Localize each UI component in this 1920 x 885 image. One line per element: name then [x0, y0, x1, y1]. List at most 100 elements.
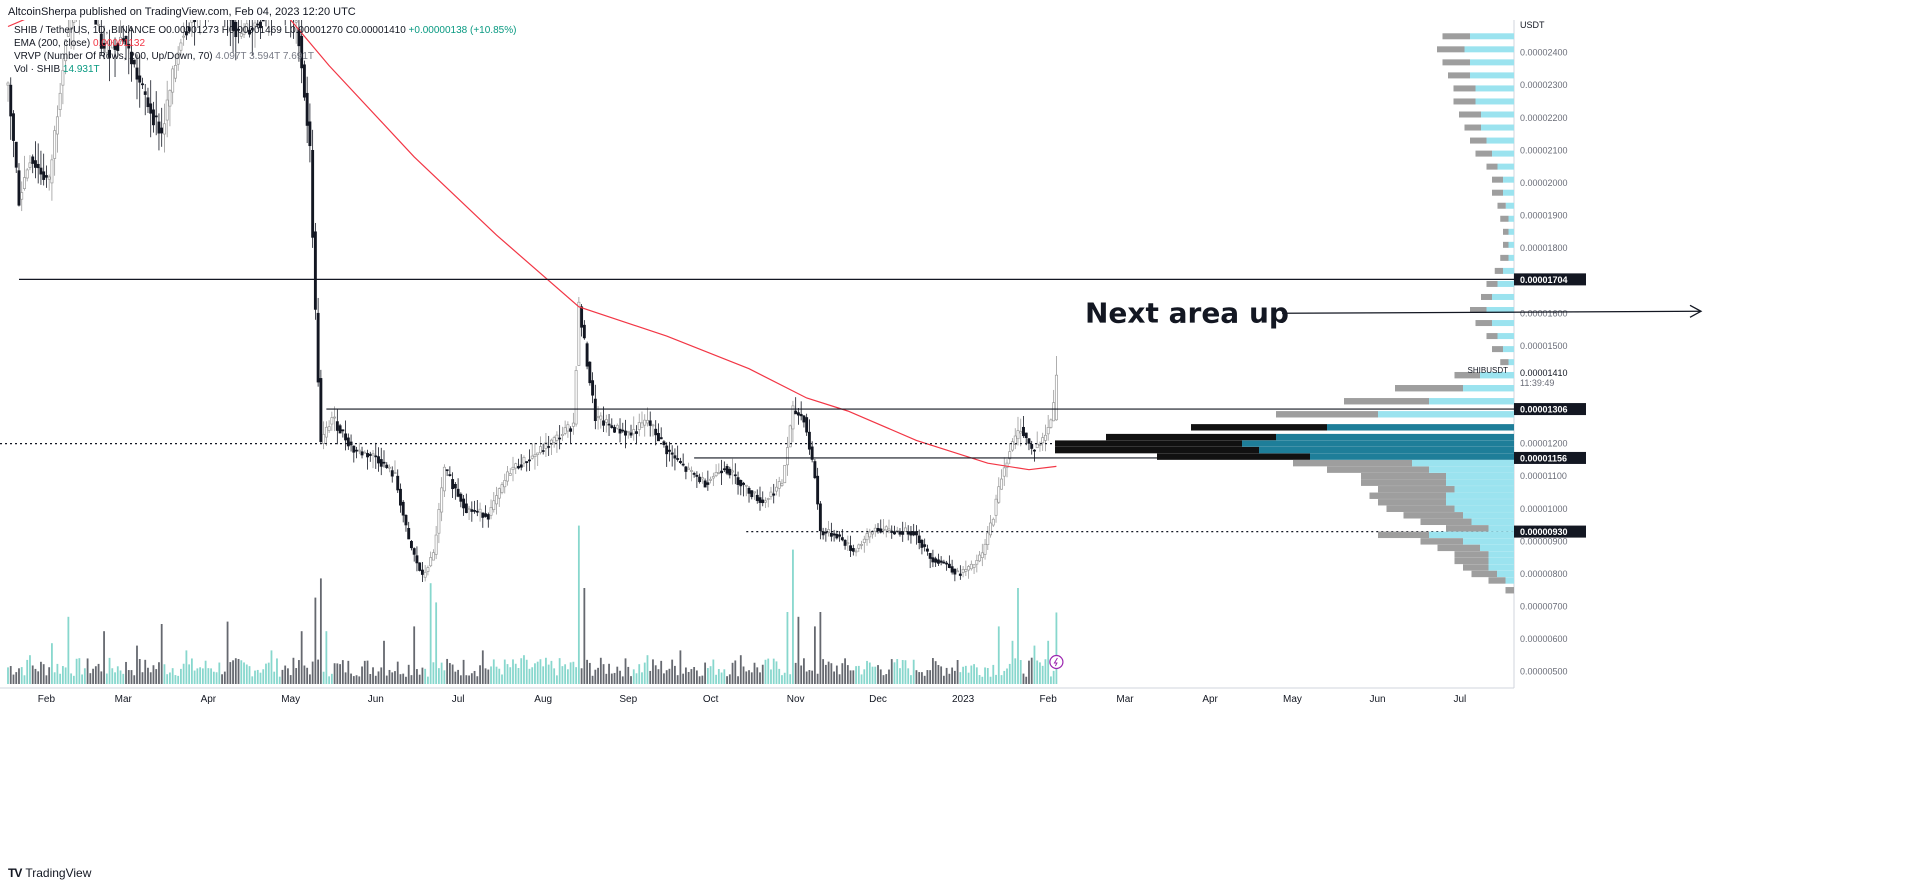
- profile-bar-down: [1481, 293, 1492, 300]
- volume-bar: [501, 674, 503, 684]
- candle-body: [991, 518, 995, 526]
- candle-body: [615, 424, 619, 429]
- candle-body: [412, 548, 416, 555]
- candle-body: [1019, 431, 1023, 434]
- candle-body: [1043, 434, 1047, 441]
- time-tick-label: May: [281, 694, 300, 705]
- candle-body: [152, 109, 155, 126]
- volume-bar: [695, 670, 698, 684]
- candle-body: [925, 548, 929, 552]
- profile-bar-up: [1481, 111, 1514, 118]
- legend-volume-row[interactable]: Vol · SHIB 14.931T: [14, 63, 516, 76]
- candle-body: [783, 464, 787, 484]
- legend-ema-row[interactable]: EMA (200, close) 0.00001132: [14, 37, 516, 50]
- volume-bar: [492, 659, 495, 684]
- volume-bar: [215, 672, 218, 684]
- candle-body: [28, 162, 32, 168]
- price-tick-label: 0.00000500: [1520, 667, 1568, 677]
- time-tick-label: Apr: [1202, 694, 1218, 705]
- candle-body: [577, 301, 581, 366]
- profile-bar-down: [1378, 499, 1446, 506]
- candle-body: [124, 35, 128, 45]
- volume-bar: [374, 675, 377, 684]
- volume-bar: [512, 659, 514, 684]
- candle-body: [698, 476, 702, 483]
- candle-body: [868, 531, 872, 538]
- candle-body: [511, 466, 515, 471]
- volume-bar: [506, 664, 509, 684]
- volume-bar: [468, 675, 470, 684]
- candle-body: [613, 426, 616, 433]
- volume-bar: [495, 666, 498, 684]
- volume-bar: [978, 675, 981, 684]
- volume-bar: [841, 663, 844, 684]
- volume-bar: [594, 669, 597, 684]
- volume-bar: [745, 671, 748, 684]
- volume-bar: [377, 671, 380, 684]
- candle-body: [920, 539, 924, 548]
- volume-bar: [827, 661, 830, 684]
- candle-body: [377, 456, 380, 464]
- volume-bar: [668, 668, 671, 684]
- volume-bar: [542, 666, 545, 684]
- candle-body: [536, 452, 540, 455]
- candle-body: [818, 503, 822, 532]
- volume-bar: [822, 659, 825, 684]
- volume-bar: [29, 655, 31, 684]
- candle-body: [456, 488, 460, 497]
- candle-body: [1005, 462, 1009, 468]
- candle-body: [525, 461, 529, 464]
- profile-bar-up: [1310, 453, 1514, 460]
- volume-bar: [498, 668, 501, 684]
- volume-bar: [473, 670, 476, 684]
- level-label-box: [1514, 403, 1586, 416]
- candle-body: [242, 27, 246, 35]
- legend-symbol-row[interactable]: SHIB / TetherUS, 1D, BINANCE O0.00001273…: [14, 24, 516, 37]
- candle-body: [409, 541, 413, 549]
- time-tick-label: Feb: [38, 694, 56, 705]
- candle-body: [882, 528, 885, 531]
- volume-bar: [866, 660, 868, 684]
- volume-bar: [64, 667, 67, 684]
- candle-body: [785, 447, 789, 466]
- volume-bar: [770, 669, 772, 684]
- candle-body: [94, 20, 98, 25]
- candle-body: [44, 175, 48, 178]
- volume-bar: [116, 666, 119, 684]
- legend-vrvp-row[interactable]: VRVP (Number Of Rows, 200, Up/Down, 70) …: [14, 50, 516, 63]
- volume-bar: [704, 662, 707, 684]
- profile-bar-up: [1492, 150, 1514, 157]
- candle-body: [311, 149, 315, 238]
- publisher-text: AltcoinSherpa published on TradingView.c…: [8, 6, 356, 18]
- candle-body: [162, 123, 166, 135]
- volume-bar: [410, 675, 413, 684]
- annotation-arrow-head: [1689, 304, 1703, 318]
- candle-body: [503, 480, 507, 488]
- candle-body: [796, 412, 800, 416]
- time-tick-label: Mar: [115, 694, 133, 705]
- profile-bar-down: [1106, 433, 1276, 441]
- candle-body: [1033, 449, 1036, 452]
- candle-body: [989, 522, 992, 536]
- lightning-icon: [1049, 654, 1064, 670]
- candle-body: [983, 543, 987, 555]
- volume-bar: [1055, 612, 1058, 684]
- volume-bar: [319, 578, 322, 684]
- legend-vrvp-label: VRVP (Number Of Rows, 200, Up/Down, 70): [14, 51, 213, 62]
- profile-bar-down: [1475, 150, 1492, 157]
- volume-bar: [857, 665, 860, 684]
- volume-bar: [1036, 660, 1039, 684]
- candle-body: [807, 431, 811, 450]
- volume-bar: [94, 666, 97, 684]
- price-chart[interactable]: USDT 0.00002400 0.00002300 0.00002200 0.0000…: [0, 20, 1920, 865]
- volume-bar: [166, 674, 169, 684]
- candle-body: [791, 405, 795, 430]
- volume-bar: [934, 661, 937, 684]
- volume-bar: [1033, 645, 1036, 684]
- volume-bar: [528, 668, 531, 684]
- profile-bar-down: [1500, 215, 1509, 222]
- volume-bar: [932, 658, 934, 684]
- candle-body: [703, 480, 707, 488]
- volume-bar: [871, 666, 874, 684]
- candle-body: [1049, 419, 1053, 428]
